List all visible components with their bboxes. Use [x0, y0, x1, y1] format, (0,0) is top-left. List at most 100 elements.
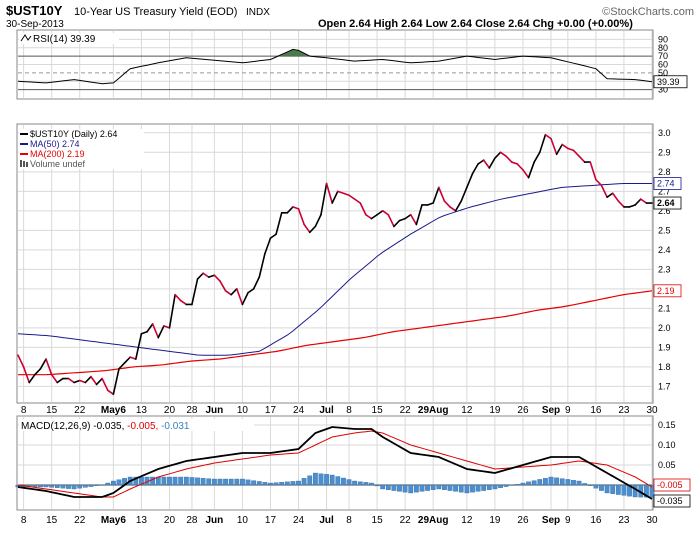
macd-histogram-bar — [111, 480, 116, 486]
macd-histogram-bar — [644, 484, 649, 498]
chart-date: 30-Sep-2013 — [6, 19, 64, 30]
price-segment — [538, 133, 547, 154]
price-segment — [78, 379, 87, 384]
price-segment — [314, 213, 322, 228]
axis-labels: 9080706050403039.393.02.92.82.72.62.52.4… — [21, 34, 691, 526]
macd-histogram-bar — [234, 478, 240, 486]
price-segment — [370, 213, 378, 220]
price-legend-label: Volume undef — [30, 159, 86, 169]
price-value-tag-label: 2.64 — [657, 198, 675, 208]
price-segment — [39, 358, 47, 370]
macd-histogram-bar — [543, 478, 548, 486]
price-segment — [387, 213, 395, 228]
stockcharts-brand[interactable]: ©StockCharts.com — [602, 6, 694, 18]
macd-histogram-bar — [357, 481, 363, 486]
macd-histogram-bar — [211, 478, 217, 486]
price-segment — [241, 291, 249, 306]
price-tick-label: 1.7 — [658, 381, 671, 391]
price-segment — [600, 184, 608, 198]
ma200-line — [18, 290, 653, 376]
macd-histogram-bar — [54, 484, 60, 488]
price-tick-label: 2.5 — [658, 225, 671, 235]
macd-histogram-bar — [172, 476, 178, 486]
x-tick-label: 8 — [346, 405, 352, 416]
macd-tick-label: 0.05 — [658, 460, 676, 470]
x-tick-label: 8 — [21, 405, 27, 416]
price-segment — [106, 389, 115, 395]
macd-histogram-bar — [335, 476, 341, 486]
x-tick-label: 13 — [136, 515, 148, 526]
macd-histogram-bar — [576, 480, 582, 486]
macd-histogram-bar — [458, 484, 464, 493]
macd-histogram-bar — [82, 484, 88, 488]
macd-histogram-bar — [346, 479, 352, 486]
x-tick-label: 30 — [646, 515, 658, 526]
price-segment — [269, 233, 277, 239]
macd-histogram-bar — [43, 484, 49, 488]
price-segment — [50, 373, 59, 384]
macd-panel-frame — [16, 415, 654, 511]
price-segment — [73, 379, 81, 384]
macd-value-tag — [653, 494, 691, 508]
macd-histogram-bar — [296, 480, 301, 486]
price-segment — [567, 147, 575, 152]
x-tick-label: 12 — [461, 515, 473, 526]
price-segment — [505, 155, 513, 163]
price-segment — [236, 288, 244, 306]
macd-histogram-bar — [621, 484, 627, 496]
price-segment — [494, 151, 502, 159]
x-tick-label: 16 — [590, 405, 602, 416]
price-tick-label: 2.0 — [658, 323, 671, 333]
price-segment — [460, 186, 468, 202]
macd-histogram-bar — [341, 477, 346, 486]
x-tick-label: 23 — [618, 515, 630, 526]
macd-histogram-bar — [105, 482, 111, 486]
macd-value-tag — [653, 478, 691, 492]
macd-histogram-bar — [352, 480, 358, 486]
x-tick-label: 24 — [293, 515, 305, 526]
macd-histogram-bar — [167, 476, 172, 486]
macd-histogram-bar — [251, 480, 257, 486]
price-legend-label: MA(200) 2.19 — [30, 149, 85, 159]
price-segment — [331, 190, 339, 204]
price-segment — [258, 252, 266, 278]
macd-histogram-bar — [385, 484, 391, 490]
price-segment — [224, 290, 233, 296]
macd-histogram-bar — [178, 476, 184, 486]
macd-histogram-bar — [610, 484, 616, 494]
macd-histogram-bar — [99, 484, 105, 486]
macd-histogram-bar — [301, 478, 307, 486]
price-segment — [146, 323, 154, 333]
price-segment — [365, 213, 373, 220]
legends: RSI(14) 39.39 $UST10Y (Daily) 2.64MA(50) … — [19, 33, 254, 432]
x-tick-label: 13 — [136, 405, 148, 416]
macd-histogram-bar — [526, 481, 531, 486]
price-legend-swatch — [23, 161, 25, 167]
price-segment — [426, 202, 434, 206]
x-tick-label: 15 — [46, 515, 58, 526]
macd-histogram-bar — [475, 484, 481, 492]
price-legend-bg — [19, 149, 144, 159]
x-tick-label: 22 — [400, 515, 412, 526]
price-legend-swatch — [26, 162, 28, 167]
x-tick-label: 29Aug — [418, 515, 449, 526]
macd-histogram-bar — [413, 484, 419, 493]
macd-histogram-bar — [374, 484, 380, 487]
macd-histogram-bar — [419, 484, 425, 492]
x-tick-label: 15 — [372, 515, 384, 526]
macd-histogram-bar — [240, 478, 245, 486]
price-tick-label: 1.9 — [658, 342, 671, 352]
rsi-tick-label: 50 — [658, 68, 668, 78]
price-segment — [482, 159, 491, 169]
x-tick-label: 20 — [164, 405, 176, 416]
macd-histogram-bar — [632, 484, 638, 498]
macd-histogram-bar — [329, 474, 335, 486]
price-segment — [415, 204, 423, 226]
price-segment — [578, 155, 586, 163]
x-tick-label: 17 — [265, 515, 277, 526]
price-segment — [151, 323, 160, 339]
macd-histogram-bar — [200, 478, 206, 486]
macd-histogram-bar — [279, 482, 285, 486]
price-segment — [45, 358, 53, 376]
symbol-description: 10-Year US Treasury Yield (EOD) — [74, 6, 237, 18]
